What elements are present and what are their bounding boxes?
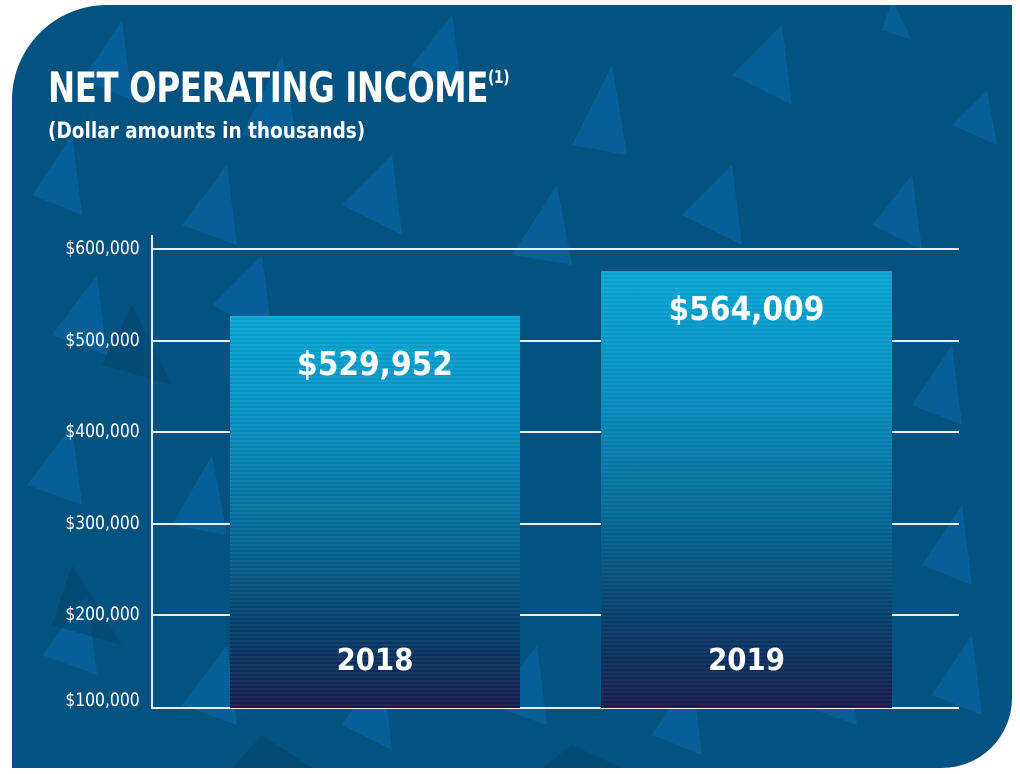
y-tick-label: $300,000 bbox=[65, 512, 140, 534]
y-tick-label: $200,000 bbox=[65, 603, 140, 625]
bar-value-label: $564,009 bbox=[668, 289, 825, 328]
y-tick-label: $600,000 bbox=[65, 237, 140, 259]
bar-category-label: 2019 bbox=[708, 643, 785, 678]
gridline-400000 bbox=[153, 431, 959, 433]
triangle-pattern-background bbox=[27, 5, 997, 768]
y-tick-label: $400,000 bbox=[65, 420, 140, 442]
chart-title: NET OPERATING INCOME(1) bbox=[48, 57, 510, 113]
gridline-500000 bbox=[153, 340, 959, 342]
bar-category-label: 2018 bbox=[336, 643, 414, 678]
bar-value-label: $529,952 bbox=[297, 344, 453, 383]
chart-subtitle: (Dollar amounts in thousands) bbox=[48, 119, 366, 144]
y-tick-label: $100,000 bbox=[65, 689, 140, 711]
y-axis-line bbox=[151, 235, 153, 709]
gridline-600000 bbox=[153, 248, 959, 250]
gridline-300000 bbox=[153, 523, 959, 525]
gridline-200000 bbox=[153, 614, 959, 616]
y-tick-label: $500,000 bbox=[65, 329, 140, 351]
title-footnote-marker: (1) bbox=[487, 67, 510, 88]
gridline-100000 bbox=[153, 707, 959, 709]
bar-2019: $564,009 2019 bbox=[601, 271, 892, 708]
bar-2018: $529,952 2018 bbox=[230, 316, 520, 708]
chart-title-text: NET OPERATING INCOME bbox=[48, 63, 488, 112]
